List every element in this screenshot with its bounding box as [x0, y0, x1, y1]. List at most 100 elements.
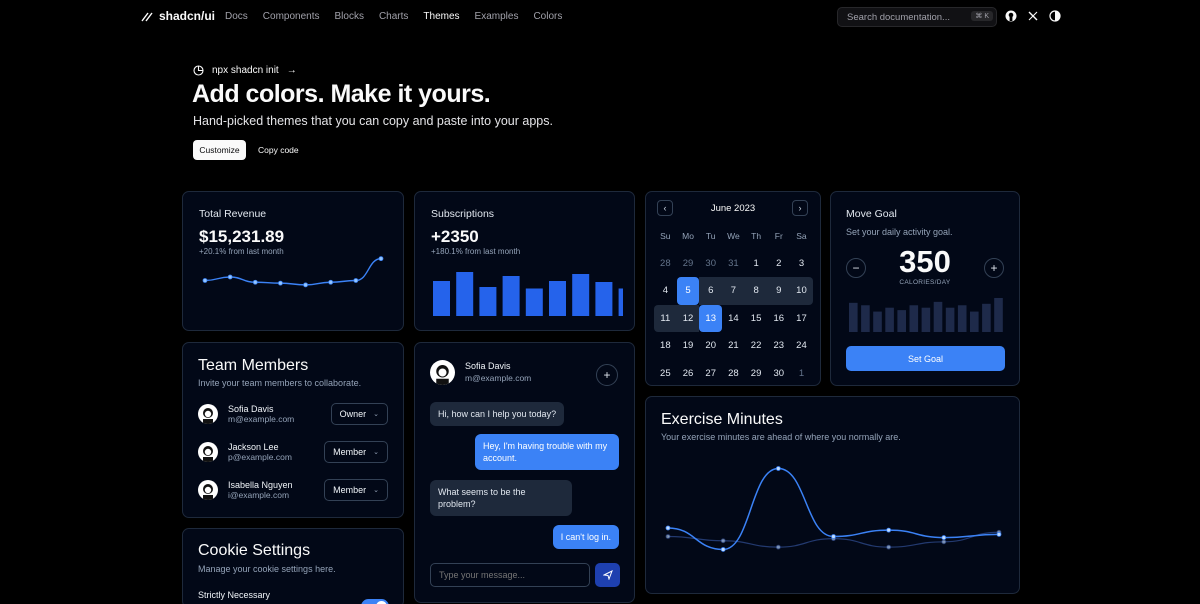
increase-button[interactable]: +	[984, 258, 1004, 278]
revenue-point	[328, 279, 334, 285]
calendar-day[interactable]: 7	[722, 277, 745, 305]
plus-icon: +	[603, 368, 611, 382]
calendar-day[interactable]: 20	[705, 340, 716, 352]
goal-bar	[861, 305, 870, 332]
goal-bar	[849, 302, 858, 332]
member-name: Jackson Lee	[228, 442, 279, 452]
calendar-day[interactable]: 12	[676, 304, 700, 332]
nav-link-docs[interactable]: Docs	[225, 11, 248, 22]
set-goal-button[interactable]: Set Goal	[846, 346, 1005, 371]
calendar-day[interactable]: 22	[750, 340, 762, 352]
new-chat-button[interactable]: +	[596, 364, 618, 386]
calendar-day[interactable]: 21	[728, 340, 739, 352]
calendar-day[interactable]: 18	[660, 340, 671, 352]
copy-code-button[interactable]: Copy code	[252, 140, 305, 160]
member-name: Sofia Davis	[228, 404, 274, 414]
search-input[interactable]: Search documentation... ⌘ K	[837, 7, 997, 27]
calendar-day[interactable]: 1	[753, 257, 759, 269]
team-description: Invite your team members to collaborate.	[198, 378, 362, 388]
nav-link-components[interactable]: Components	[262, 11, 320, 22]
calendar-day[interactable]: 17	[796, 312, 807, 324]
next-month-button[interactable]: ›	[792, 200, 808, 216]
goal-bar	[957, 305, 967, 332]
calendar-day[interactable]: 5	[676, 277, 700, 305]
calendar-day[interactable]: 29	[682, 257, 694, 269]
chat-message-received: What seems to be the problem?	[430, 480, 572, 516]
nav-link-blocks[interactable]: Blocks	[334, 11, 364, 22]
calendar-day[interactable]: 13	[699, 304, 723, 332]
role-label: Member	[333, 447, 367, 457]
calendar-day[interactable]: 25	[660, 367, 671, 379]
calendar-day[interactable]: 29	[750, 367, 762, 379]
calendar-day[interactable]: 11	[654, 304, 677, 332]
nav-link-themes[interactable]: Themes	[423, 11, 460, 22]
calendar-day[interactable]: 30	[773, 367, 785, 379]
role-select[interactable]: Member ⌄	[324, 479, 388, 501]
team-title: Team Members	[198, 357, 309, 374]
subscriptions-title: Subscriptions	[431, 208, 495, 220]
decrease-button[interactable]: −	[846, 258, 866, 278]
calendar-day[interactable]: 30	[705, 257, 716, 269]
calendar-day[interactable]: 19	[682, 340, 694, 352]
calendar-day[interactable]: 23	[773, 340, 785, 352]
calendar-day[interactable]: 14	[728, 312, 739, 324]
page-subtitle: Hand-picked themes that you can copy and…	[193, 114, 553, 128]
role-label: Owner	[339, 409, 367, 419]
strictly-necessary-toggle[interactable]	[361, 599, 389, 604]
subscriptions-value: +2350	[431, 227, 479, 246]
calendar-day[interactable]: 31	[728, 257, 739, 269]
cookie-description: Manage your cookie settings here.	[198, 564, 336, 574]
revenue-point	[202, 278, 208, 283]
calendar-day[interactable]: 28	[728, 367, 739, 379]
calendar-day[interactable]: 8	[744, 277, 768, 305]
calendar-day[interactable]: 27	[705, 367, 716, 379]
member-email: m@example.com	[228, 414, 295, 424]
avatar-illustration-icon	[203, 484, 213, 500]
nav-link-charts[interactable]: Charts	[378, 11, 409, 22]
calendar-day[interactable]: 2	[776, 257, 782, 269]
calendar-day[interactable]: 6	[699, 277, 723, 305]
calendar-day[interactable]: 16	[773, 312, 785, 324]
cookie-settings-card: Cookie Settings Manage your cookie setti…	[182, 528, 404, 604]
goal-unit: CALORIES/DAY	[899, 279, 951, 286]
github-icon[interactable]	[1005, 10, 1017, 22]
member-email: p@example.com	[228, 452, 292, 462]
calendar-day[interactable]: 26	[682, 367, 694, 379]
calendar-day[interactable]: 28	[660, 257, 671, 269]
minus-icon: −	[852, 261, 860, 275]
calendar-day[interactable]: 15	[750, 312, 762, 324]
customize-button[interactable]: Customize	[193, 140, 246, 160]
announcement-link[interactable]: npx shadcn init →	[193, 65, 297, 76]
weekday-label: Tu	[705, 230, 716, 241]
exercise-title: Exercise Minutes	[661, 411, 783, 428]
role-select[interactable]: Member ⌄	[324, 441, 388, 463]
x-icon[interactable]	[1027, 10, 1039, 22]
message-input[interactable]	[430, 563, 590, 587]
role-select[interactable]: Owner ⌄	[330, 403, 388, 425]
prev-month-button[interactable]: ‹	[657, 200, 673, 216]
chat-message-received: Hi, how can I help you today?	[430, 402, 565, 426]
send-button[interactable]	[595, 563, 620, 587]
calendar-day[interactable]: 4	[662, 285, 668, 297]
average-point	[775, 544, 781, 550]
avatar-illustration-icon	[203, 408, 213, 424]
average-point	[886, 544, 892, 550]
chevron-down-icon: ⌄	[373, 449, 379, 456]
revenue-point	[378, 256, 384, 262]
calendar-day[interactable]: 3	[798, 257, 805, 269]
team-member-row: Isabella Nguyen i@example.com	[198, 480, 388, 500]
search-shortcut: ⌘ K	[971, 11, 993, 21]
brand-logo[interactable]: shadcn/ui	[141, 9, 215, 23]
chat-contact-email: m@example.com	[465, 373, 532, 383]
chat-card: Sofia Davis m@example.com + Hi, how can …	[414, 342, 635, 603]
nav-link-examples[interactable]: Examples	[474, 11, 519, 22]
current-point	[886, 527, 892, 533]
calendar-day[interactable]: 1	[798, 367, 805, 379]
theme-toggle-icon[interactable]	[1049, 10, 1061, 22]
revenue-card: Total Revenue $15,231.89 +20.1% from las…	[182, 191, 404, 331]
nav-link-colors[interactable]: Colors	[533, 11, 563, 22]
calendar-day[interactable]: 9	[767, 277, 791, 305]
chevron-down-icon: ⌄	[373, 487, 379, 494]
calendar-day[interactable]: 24	[796, 340, 807, 352]
calendar-day[interactable]: 10	[790, 277, 813, 305]
